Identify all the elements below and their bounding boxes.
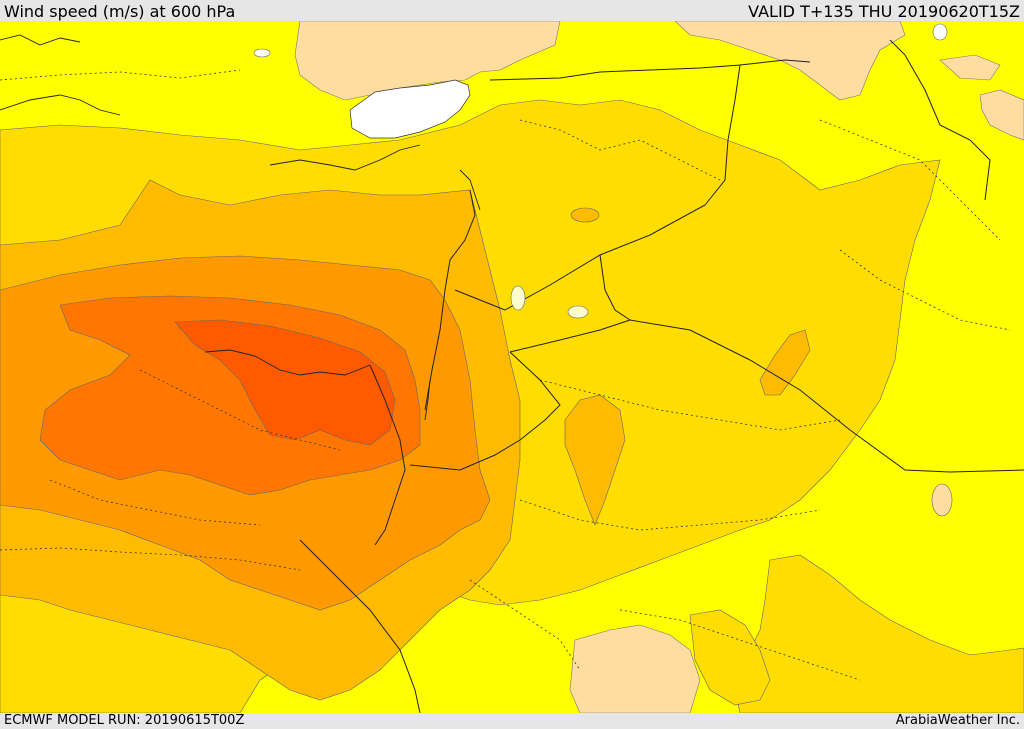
gold-patch [570,207,600,223]
sea-area [349,79,471,139]
model-run-label: ECMWF MODEL RUN: 20190615T00Z [4,713,245,728]
valid-time-label: VALID T+135 THU 20190620T15Z [748,2,1020,21]
wind-level-2-central [564,394,626,526]
map-title: Wind speed (m/s) at 600 hPa [4,2,236,21]
map-area[interactable] [0,21,1024,713]
low-wind-area-south [569,624,701,713]
small-lake [510,285,526,311]
low-wind-area-north [294,21,561,101]
wind-level-1-south [689,609,771,706]
small-island [253,48,271,58]
small-lake-north [932,23,948,41]
footer-bar: ECMWF MODEL RUN: 20190615T00Z ArabiaWeat… [0,713,1024,729]
wind-level-2-east [759,329,811,396]
small-island [931,483,953,517]
wind-level-5 [174,319,396,446]
coastlines [0,34,481,421]
wind-speed-map [0,21,1024,713]
header-bar: Wind speed (m/s) at 600 hPa VALID T+135 … [0,0,1024,21]
region-boundaries [0,69,1011,681]
country-borders [299,39,1024,713]
small-lake [567,305,589,319]
low-wind-area-far-east [939,54,1001,81]
low-wind-area-east [979,89,1024,141]
credit-label: ArabiaWeather Inc. [895,713,1020,728]
